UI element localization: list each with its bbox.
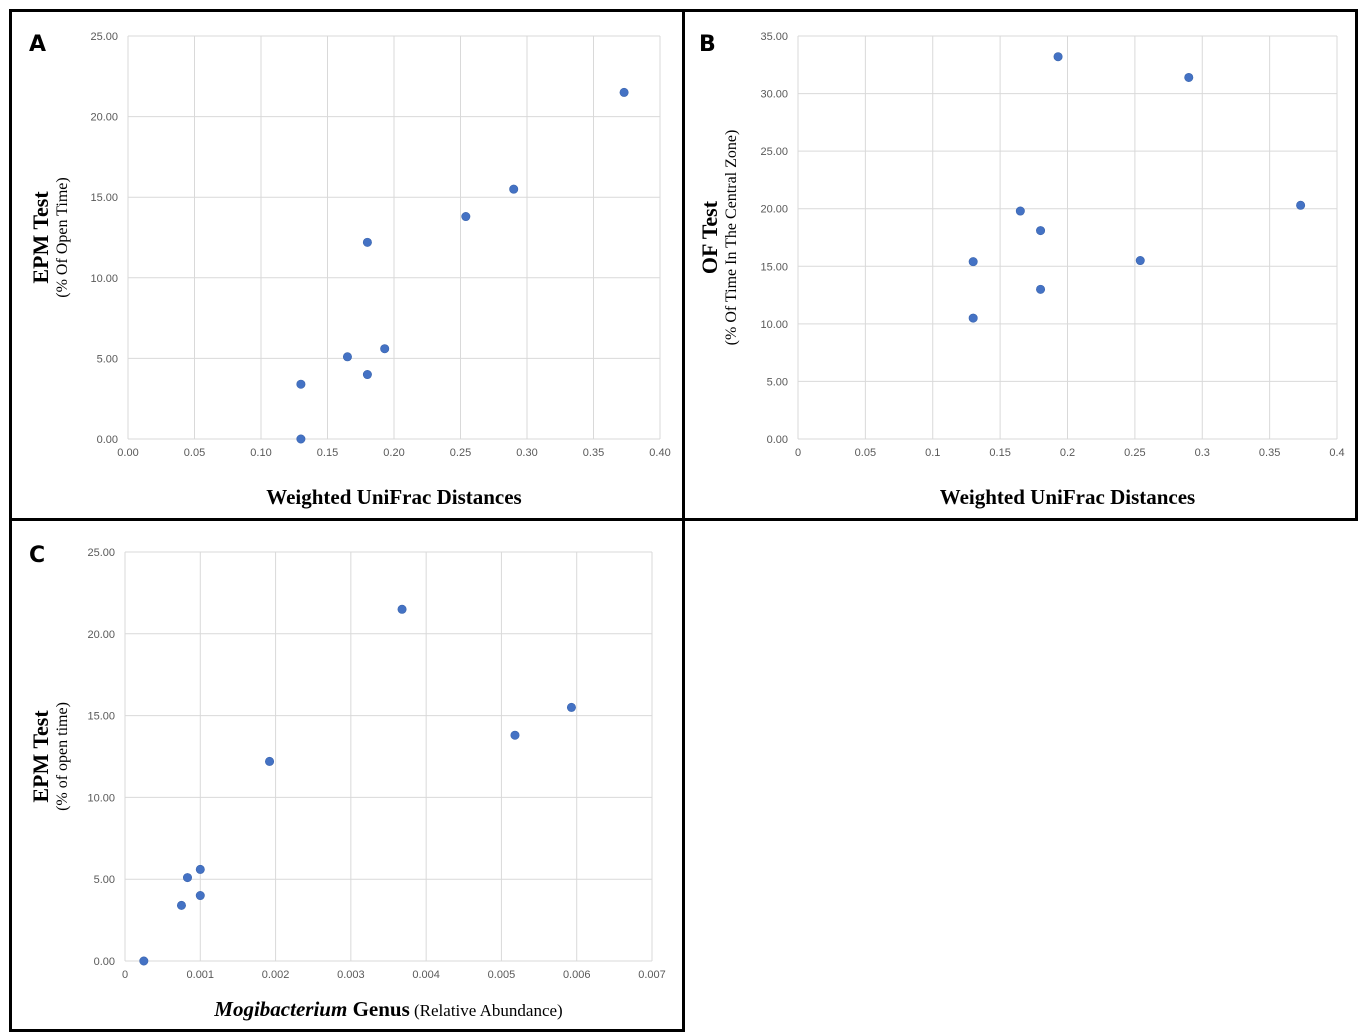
- data-point: [968, 313, 978, 323]
- x-tick-label: 0.004: [412, 969, 440, 981]
- data-point: [195, 891, 205, 901]
- panel-b: B 0 0.05 0.1 0.15 0.2 0.25 0.3 0.35 0.4 0.00 5.00 1…: [682, 9, 1358, 521]
- data-point: [1135, 256, 1145, 266]
- x-tick-label: 0.00: [117, 447, 138, 459]
- data-point: [182, 873, 192, 883]
- y-tick-label: 25.00: [87, 547, 115, 559]
- x-tick-label: 0.1: [925, 447, 940, 459]
- y-axis-title: EPM Test(% of open time): [28, 702, 71, 811]
- x-tick-label: 0: [795, 447, 801, 459]
- x-tick-label: 0.003: [337, 969, 365, 981]
- y-tick-label: 15.00: [760, 261, 788, 273]
- data-point: [195, 864, 205, 874]
- x-axis-title-text: Weighted UniFrac Distances: [266, 485, 521, 509]
- y-tick-label: 5.00: [767, 376, 788, 388]
- y-axis-title-sub: (% of open time): [54, 702, 71, 811]
- x-tick-label: 0.4: [1329, 447, 1344, 459]
- y-axis-title-sub: (% Of Open Time): [54, 177, 71, 297]
- y-tick-label: 10.00: [90, 273, 118, 285]
- x-axis-title-bold: Genus: [347, 997, 409, 1021]
- x-tick-label: 0.006: [563, 969, 591, 981]
- y-tick-label: 10.00: [87, 792, 115, 804]
- x-tick-label: 0.007: [638, 969, 666, 981]
- data-point: [968, 257, 978, 267]
- x-tick-label: 0.3: [1195, 447, 1210, 459]
- y-axis-title: EPM Test(% Of Open Time): [28, 177, 71, 297]
- panel-label-c: C: [29, 543, 46, 568]
- x-tick-label: 0: [122, 969, 128, 981]
- data-point: [1053, 52, 1063, 62]
- x-tick-label: 0.10: [250, 447, 271, 459]
- x-axis-title-sub: (Relative Abundance): [410, 1001, 563, 1020]
- scatter-chart-c: 0 0.001 0.002 0.003 0.004 0.005 0.006 0.007 0.00…: [28, 547, 666, 1021]
- data-point: [397, 604, 407, 614]
- x-tick-label: 0.35: [1259, 447, 1280, 459]
- x-tick-label: 0.40: [649, 447, 670, 459]
- data-point: [380, 344, 390, 354]
- y-tick-label: 20.00: [90, 112, 118, 124]
- data-point: [362, 237, 372, 247]
- panel-label-a: A: [29, 32, 47, 57]
- x-tick-label: 0.20: [383, 447, 404, 459]
- x-tick-label: 0.002: [262, 969, 290, 981]
- data-point: [139, 956, 149, 966]
- x-tick-label: 0.30: [516, 447, 537, 459]
- y-axis-title-main: EPM Test: [28, 710, 53, 803]
- data-point: [265, 756, 275, 766]
- data-point: [342, 352, 352, 362]
- y-tick-label: 0.00: [97, 434, 118, 446]
- data-point: [296, 379, 306, 389]
- data-point: [296, 434, 306, 444]
- y-tick-label: 0.00: [767, 434, 788, 446]
- y-tick-label: 15.00: [87, 711, 115, 723]
- panel-label-b: B: [699, 32, 716, 57]
- y-axis-title-sub: (% Of Time In The Central Zone): [723, 130, 740, 346]
- x-axis-title: Weighted UniFrac Distances: [940, 485, 1195, 509]
- y-tick-label: 20.00: [87, 629, 115, 641]
- x-tick-label: 0.05: [855, 447, 876, 459]
- y-axis-title-main: OF Test: [697, 200, 722, 274]
- y-axis-title-main: EPM Test: [28, 191, 53, 284]
- y-tick-label: 15.00: [90, 192, 118, 204]
- data-point: [509, 184, 519, 194]
- scatter-chart-a: 0.00 0.05 0.10 0.15 0.20 0.25 0.30 0.35 0.40 0.00…: [28, 31, 671, 509]
- data-point: [176, 900, 186, 910]
- data-point: [362, 370, 372, 380]
- y-tick-label: 5.00: [97, 353, 118, 365]
- data-point: [619, 87, 629, 97]
- data-point: [566, 702, 576, 712]
- y-tick-label: 25.00: [90, 31, 118, 43]
- x-tick-label: 0.25: [1124, 447, 1145, 459]
- y-tick-label: 0.00: [94, 956, 115, 968]
- scatter-chart-b: 0 0.05 0.1 0.15 0.2 0.25 0.3 0.35 0.4 0.00 5.00 10.…: [697, 31, 1345, 509]
- y-tick-label: 30.00: [760, 89, 788, 101]
- x-axis-title-genus: Mogibacterium: [213, 997, 347, 1021]
- x-axis-title: Weighted UniFrac Distances: [266, 485, 521, 509]
- x-tick-label: 0.35: [583, 447, 604, 459]
- y-tick-label: 25.00: [760, 146, 788, 158]
- x-tick-label: 0.15: [989, 447, 1010, 459]
- y-tick-label: 35.00: [760, 31, 788, 43]
- x-axis-title-text: Weighted UniFrac Distances: [940, 485, 1195, 509]
- x-tick-label: 0.001: [187, 969, 215, 981]
- x-tick-label: 0.15: [317, 447, 338, 459]
- data-point: [510, 730, 520, 740]
- y-axis-title: OF Test(% Of Time In The Central Zone): [697, 130, 740, 346]
- x-axis-title: Mogibacterium Genus (Relative Abundance): [213, 997, 562, 1021]
- data-point: [1184, 72, 1194, 82]
- y-tick-label: 10.00: [760, 319, 788, 331]
- x-tick-label: 0.2: [1060, 447, 1075, 459]
- data-point: [461, 212, 471, 222]
- x-tick-label: 0.25: [450, 447, 471, 459]
- data-point: [1036, 284, 1046, 294]
- data-point: [1015, 206, 1025, 216]
- y-tick-label: 5.00: [94, 874, 115, 886]
- data-point: [1036, 226, 1046, 236]
- x-tick-label: 0.005: [488, 969, 516, 981]
- y-tick-label: 20.00: [760, 204, 788, 216]
- panel-c: C 0 0.001 0.002 0.003 0.004 0.005 0.006 0.007 0.…: [9, 518, 685, 1032]
- panel-a: A 0.00 0.05 0.10 0.15 0.20 0.25 0.30 0.35 0.40 0.…: [9, 9, 685, 521]
- x-tick-label: 0.05: [184, 447, 205, 459]
- data-point: [1296, 200, 1306, 210]
